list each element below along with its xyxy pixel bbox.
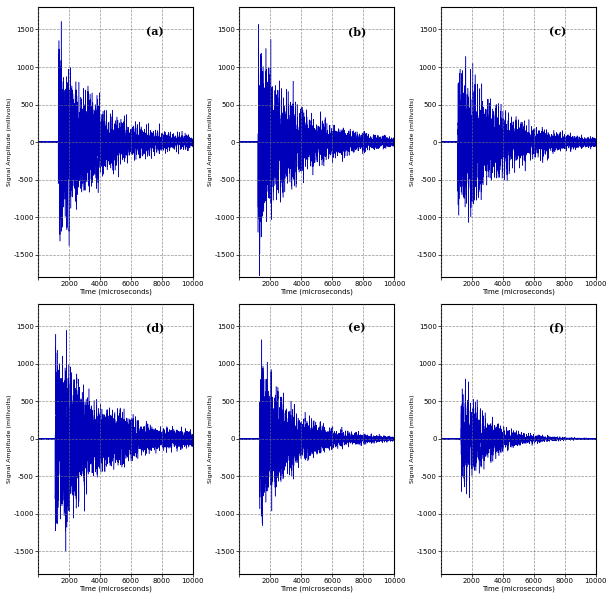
- Y-axis label: Signal Amplitude (millivolts): Signal Amplitude (millivolts): [410, 395, 415, 483]
- X-axis label: Time (microseconds): Time (microseconds): [79, 586, 152, 592]
- Text: (f): (f): [550, 323, 564, 334]
- Text: (e): (e): [348, 323, 365, 334]
- Y-axis label: Signal Amplitude (millivolts): Signal Amplitude (millivolts): [208, 395, 214, 483]
- Y-axis label: Signal Amplitude (millivolts): Signal Amplitude (millivolts): [410, 98, 415, 186]
- X-axis label: Time (microseconds): Time (microseconds): [482, 586, 555, 592]
- Text: (a): (a): [147, 26, 164, 37]
- Y-axis label: Signal Amplitude (millivolts): Signal Amplitude (millivolts): [7, 395, 12, 483]
- X-axis label: Time (microseconds): Time (microseconds): [482, 289, 555, 295]
- Y-axis label: Signal Amplitude (millivolts): Signal Amplitude (millivolts): [7, 98, 12, 186]
- X-axis label: Time (microseconds): Time (microseconds): [79, 289, 152, 295]
- Text: (c): (c): [550, 26, 567, 37]
- Text: (d): (d): [147, 323, 165, 334]
- Text: (b): (b): [348, 26, 366, 37]
- X-axis label: Time (microseconds): Time (microseconds): [281, 586, 353, 592]
- X-axis label: Time (microseconds): Time (microseconds): [281, 289, 353, 295]
- Y-axis label: Signal Amplitude (millivolts): Signal Amplitude (millivolts): [208, 98, 214, 186]
